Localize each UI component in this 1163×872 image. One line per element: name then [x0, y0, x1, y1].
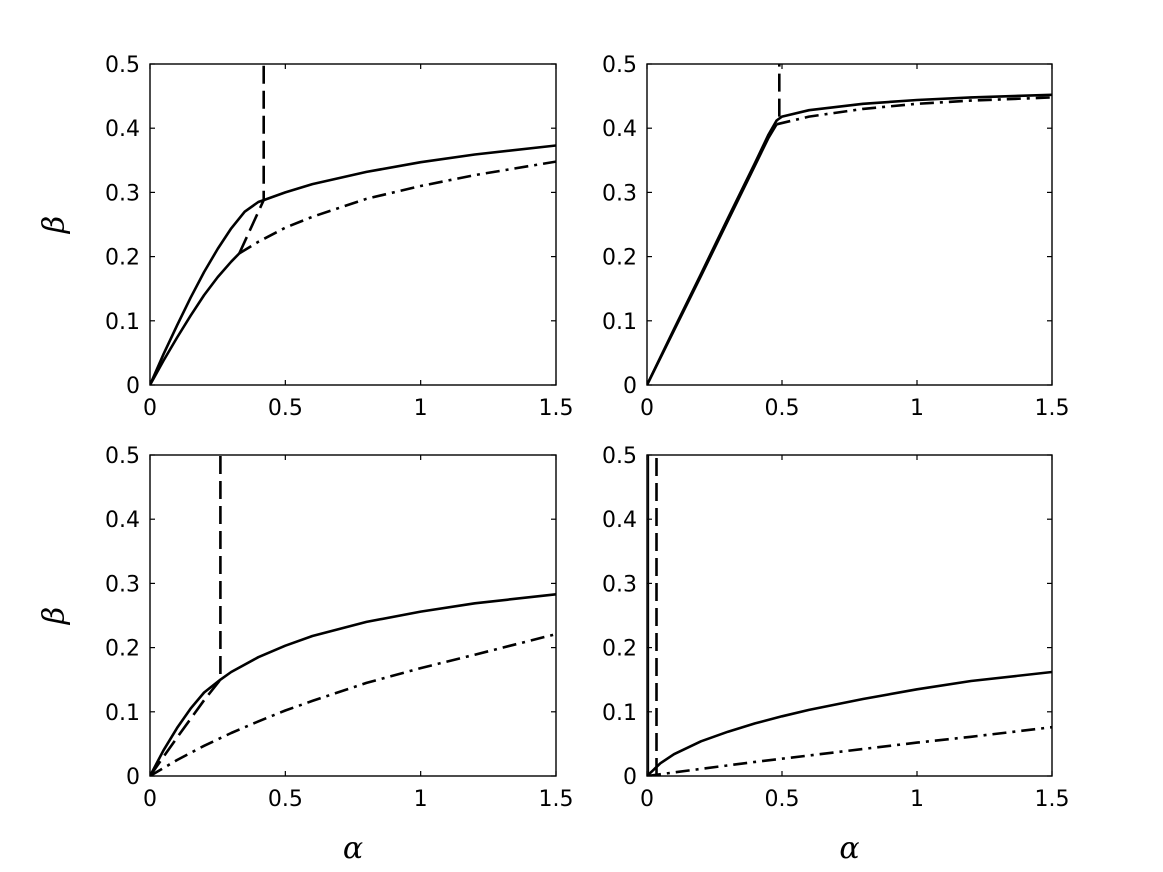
panel-1: 0 0.5 1 1.5 0 0.1 0.2 0.3 0.4 0.5 β — [37, 53, 574, 421]
series-line-solid — [150, 144, 556, 385]
series-line-dash-dot — [238, 160, 556, 255]
axes-frame — [149, 63, 557, 386]
y-tick-label: 0 — [623, 374, 637, 399]
axes-frame — [149, 454, 557, 777]
x-tick-label: 0 — [640, 787, 654, 812]
series-line-dashed — [238, 64, 266, 254]
x-tick-label: 0.5 — [268, 396, 303, 421]
x-tick-label: 0 — [640, 396, 654, 421]
x-tick-label: 0.5 — [765, 396, 800, 421]
y-tick-label: 0.3 — [105, 572, 140, 597]
x-tick-label: 0 — [143, 787, 157, 812]
y-tick-label: 0.5 — [602, 444, 637, 469]
y-tick-label: 0 — [623, 765, 637, 790]
y-tick-label: 0.3 — [105, 181, 140, 206]
y-tick-label: 0.5 — [602, 53, 637, 78]
x-axis-label: α — [343, 831, 363, 866]
x-tick-label: 1.5 — [539, 787, 574, 812]
y-tick-label: 0.3 — [602, 572, 637, 597]
panel-3: 0 0.5 1 1.5 0 0.1 0.2 0.3 0.4 0.5 β α — [37, 444, 574, 866]
y-tick-label: 0.4 — [105, 508, 140, 533]
panel-2: 0 0.5 1 1.5 0 0.1 0.2 0.3 0.4 0.5 — [602, 53, 1070, 421]
x-tick-label: 0.5 — [765, 787, 800, 812]
x-tick-label: 0 — [143, 396, 157, 421]
y-tick-label: 0.4 — [602, 117, 637, 142]
series-line-solid — [647, 93, 1052, 385]
y-tick-label: 0.3 — [602, 181, 637, 206]
x-tick-label: 1.5 — [539, 396, 574, 421]
axes-frame — [646, 63, 1053, 386]
series-line-dash-dot — [776, 96, 1052, 126]
y-tick-label: 0.2 — [105, 637, 140, 662]
series-line-solid — [647, 123, 778, 385]
series-line-solid — [150, 252, 241, 385]
x-tick-label: 1.5 — [1035, 787, 1070, 812]
y-tick-label: 0.4 — [105, 117, 140, 142]
series-line-dash-dot — [150, 632, 556, 776]
series-line-dash-dot — [647, 725, 1052, 776]
y-tick-label: 0.5 — [105, 444, 140, 469]
series-line-dashed — [150, 455, 222, 776]
x-tick-label: 1 — [414, 396, 428, 421]
x-tick-label: 1 — [910, 396, 924, 421]
x-tick-label: 1.5 — [1035, 396, 1070, 421]
y-tick-label: 0.1 — [602, 310, 637, 335]
panel-4: 0 0.5 1 1.5 0 0.1 0.2 0.3 0.4 0.5 α — [602, 444, 1070, 866]
y-tick-label: 0.2 — [105, 246, 140, 271]
x-tick-label: 1 — [414, 787, 428, 812]
y-tick-label: 0.5 — [105, 53, 140, 78]
y-tick-label: 0.2 — [602, 637, 637, 662]
series-line-solid — [150, 593, 556, 776]
y-tick-label: 0.1 — [602, 701, 637, 726]
y-axis-label: β — [37, 216, 72, 234]
x-axis-label: α — [839, 831, 859, 866]
x-tick-label: 1 — [910, 787, 924, 812]
y-axis-label: β — [37, 607, 72, 625]
y-tick-label: 0.2 — [602, 246, 637, 271]
y-tick-label: 0.1 — [105, 310, 140, 335]
x-tick-label: 0.5 — [268, 787, 303, 812]
series-line-solid — [647, 670, 1052, 776]
axes-frame — [646, 454, 1053, 777]
y-tick-label: 0.1 — [105, 701, 140, 726]
y-tick-label: 0 — [126, 765, 140, 790]
y-tick-label: 0 — [126, 374, 140, 399]
y-tick-label: 0.4 — [602, 508, 637, 533]
